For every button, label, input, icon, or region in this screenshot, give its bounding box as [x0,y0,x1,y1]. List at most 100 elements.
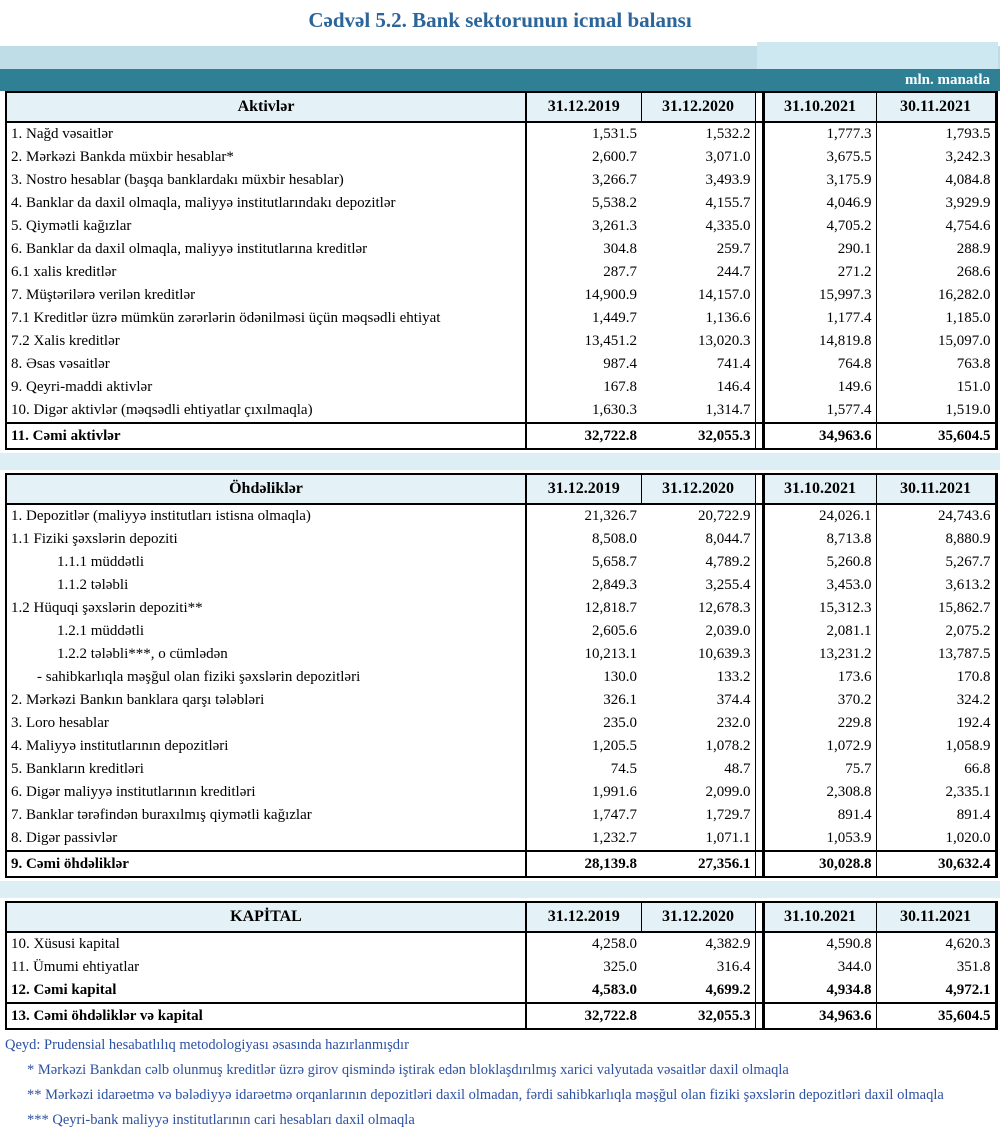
row-value: 48.7 [724,761,751,777]
table-row: 4. Maliyyə institutlarının depozitləri 1,… [6,735,996,758]
row-value: 133.2 [716,669,751,685]
row-value: 4,084.8 [945,172,991,188]
column-gap [754,92,765,123]
row-value: 3,175.9 [763,169,877,192]
row-value: 1,205.5 [592,738,637,754]
row-value: 5,538.2 [592,195,637,211]
table-row: 5. Bankların kreditləri 74.5 48.7 75.7 66.8 [6,758,996,781]
row-value: 32,055.3 [641,1002,755,1029]
row-value: 14,157.0 [698,287,751,303]
column-gap [754,758,765,781]
row-value: 2,605.6 [592,623,637,639]
row-value: 271.2 [763,261,877,284]
column-header: 31.10.2021 [763,92,877,123]
column-gap [754,330,765,353]
row-label: 8. Əsas vəsaitlər [6,353,527,376]
row-value: 1,072.9 [763,735,877,758]
column-gap [754,238,765,261]
row-value: 8,044.7 [705,531,751,547]
row-value: 14,819.8 [763,330,877,353]
row-label: 6. Banklar da daxil olmaqla, maliyyə ins… [6,238,527,261]
row-value: 4,699.2 [641,979,755,1004]
liabilities-header-row: Öhdəliklər 31.12.2019 31.12.2020 31.10.2… [6,474,996,505]
row-label: 4. Maliyyə institutlarının depozitləri [6,735,527,758]
column-header: 31.12.2019 [526,902,642,933]
row-value: 1,314.7 [705,402,751,418]
column-gap [754,376,765,399]
note-line: Qeyd: Prudensial hesabatlılıq metodologi… [5,1037,409,1053]
column-gap [754,146,765,169]
row-value: 75.7 [763,758,877,781]
row-value: 74.5 [610,761,637,777]
row-label: 7.1 Kreditlər üzrə mümkün zərərlərin ödə… [6,307,527,330]
row-value: 5,267.7 [945,554,991,570]
row-value: 4,754.6 [945,218,991,234]
column-gap [754,122,765,146]
row-value: 5,658.7 [592,554,637,570]
column-gap [754,169,765,192]
table-row: 11. Cəmi aktivlər 32,722.8 32,055.3 34,963.… [6,422,996,449]
row-value: 268.6 [956,264,991,280]
row-value: 1,053.9 [763,827,877,851]
row-value: 1,020.0 [945,830,991,846]
table-row: 7.1 Kreditlər üzrə mümkün zərərlərin ödə… [6,307,996,330]
raised-highlight-band [757,42,998,69]
row-label: 11. Ümumi ehtiyatlar [6,956,527,979]
column-header: 31.12.2020 [641,474,755,505]
column-gap [754,597,765,620]
row-value: 1,136.6 [705,310,751,326]
column-gap [754,932,765,956]
row-value: 20,722.9 [698,508,751,524]
row-value: 24,026.1 [763,504,877,528]
row-label: 1.1 Fiziki şəxslərin depoziti [6,528,527,551]
row-value: 1,630.3 [592,402,637,418]
row-value: 35,604.5 [876,1002,996,1029]
table-row: 8. Digər passivlər 1,232.7 1,071.1 1,053.9 1… [6,827,996,851]
row-value: 12,678.3 [698,600,751,616]
row-value: 4,155.7 [705,195,751,211]
column-header: 30.11.2021 [876,92,996,123]
row-value: 1,577.4 [763,399,877,423]
row-value: 30,028.8 [763,850,877,877]
row-value: 1,519.0 [945,402,991,418]
column-gap [754,215,765,238]
table-row: 8. Əsas vəsaitlər 987.4 741.4 764.8 763.8 [6,353,996,376]
row-value: 2,075.2 [945,623,991,639]
row-value: 14,900.9 [584,287,638,303]
table-row: 7.2 Xalis kreditlər 13,451.2 13,020.3 14,81… [6,330,996,353]
row-value: 4,590.8 [763,932,877,956]
column-gap [754,353,765,376]
row-label: 10. Xüsusi kapital [6,932,527,956]
table-row: 3. Nostro hesablar (başqa banklardakı mü… [6,169,996,192]
column-header: 31.10.2021 [763,902,877,933]
row-value: 10,213.1 [584,646,638,662]
row-label: - sahibkarlıqla məşğul olan fiziki şəxsl… [6,666,527,689]
row-value: 244.7 [716,264,751,280]
row-value: 13,451.2 [584,333,638,349]
column-gap [754,804,765,827]
table-row: 2. Mərkəzi Bankın banklara qarşı tələblə… [6,689,996,712]
section-header: Aktivlər [6,92,527,123]
row-value: 5,260.8 [763,551,877,574]
row-value: 2,849.3 [592,577,637,593]
row-label: 1. Nağd vəsaitlər [6,122,527,146]
row-value: 24,743.6 [938,508,991,524]
row-value: 2,039.0 [705,623,751,639]
row-value: 324.2 [956,692,991,708]
table-row: 10. Xüsusi kapital 4,258.0 4,382.9 4,590.8 4… [6,932,996,956]
column-header: 30.11.2021 [876,902,996,933]
row-value: 4,046.9 [763,192,877,215]
row-value: 1,071.1 [705,830,751,846]
table-row: 6.1 xalis kreditlər 287.7 244.7 271.2 268.6 [6,261,996,284]
capital-table: KAPİTAL 31.12.2019 31.12.2020 31.10.2021… [5,901,998,1030]
row-value: 21,326.7 [584,508,638,524]
row-label: 3. Loro hesablar [6,712,527,735]
row-value: 32,722.8 [526,1002,641,1029]
row-value: 316.4 [716,959,751,975]
row-value: 3,453.0 [763,574,877,597]
row-value: 13,020.3 [698,333,751,349]
row-value: 3,493.9 [705,172,751,188]
row-value: 763.8 [956,356,991,372]
row-value: 1,058.9 [945,738,991,754]
section-separator [0,453,1000,470]
